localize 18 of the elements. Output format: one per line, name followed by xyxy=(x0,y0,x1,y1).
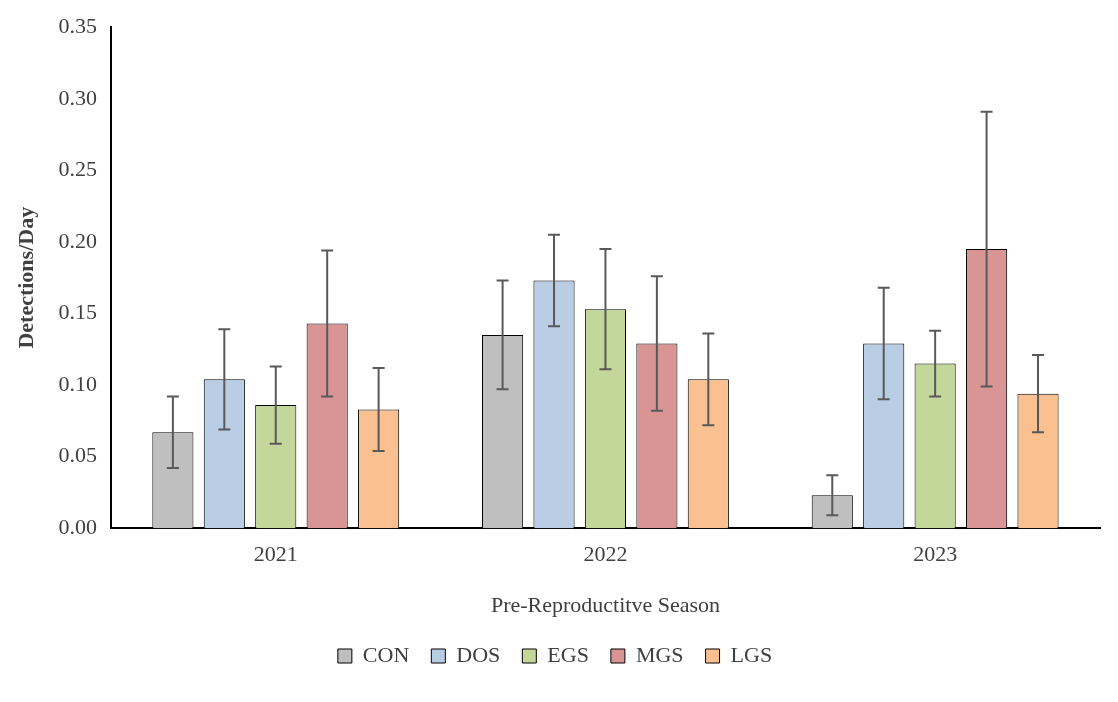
y-tick-label: 0.20 xyxy=(58,227,97,253)
y-tick-label: 0.15 xyxy=(58,299,97,325)
legend-label: CON xyxy=(362,641,410,667)
x-axis-title: Pre-Reproductitve Season xyxy=(490,591,720,617)
legend-label: LGS xyxy=(730,641,773,667)
y-tick-label: 0.10 xyxy=(58,370,97,396)
y-tick-label: 0.30 xyxy=(58,84,97,110)
x-tick-label: 2023 xyxy=(913,541,958,567)
legend-label: DOS xyxy=(456,641,501,667)
y-tick-label: 0.35 xyxy=(58,12,97,38)
x-tick-label: 2022 xyxy=(583,541,628,567)
x-tick-label: 2021 xyxy=(253,541,298,567)
legend-label: EGS xyxy=(547,641,589,667)
y-tick-label: 0.00 xyxy=(58,513,97,539)
y-tick-label: 0.25 xyxy=(58,156,97,182)
y-tick-label: 0.05 xyxy=(58,442,97,468)
legend-label: MGS xyxy=(635,641,684,667)
y-axis-title: Detections/Day xyxy=(12,206,38,349)
